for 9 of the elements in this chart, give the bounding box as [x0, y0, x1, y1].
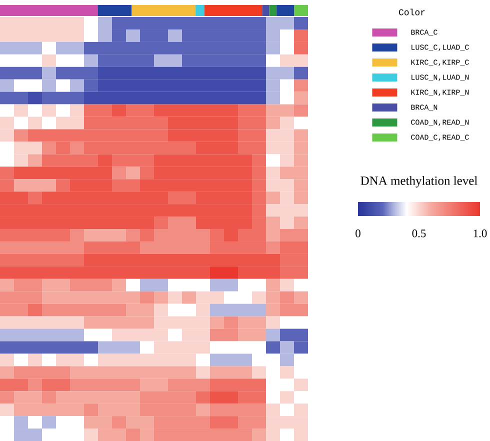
color-bar-label: 1.0 [474, 230, 487, 238]
bar [204, 4, 262, 16]
bar [0, 4, 98, 16]
color-bar-label: 0 [356, 230, 360, 238]
color-bar-title: DNA methylation level [360, 176, 478, 188]
color-bar-label: 0.5 [412, 230, 426, 238]
bar [98, 4, 132, 16]
legend-title: Color [399, 8, 425, 16]
bar [132, 4, 196, 16]
